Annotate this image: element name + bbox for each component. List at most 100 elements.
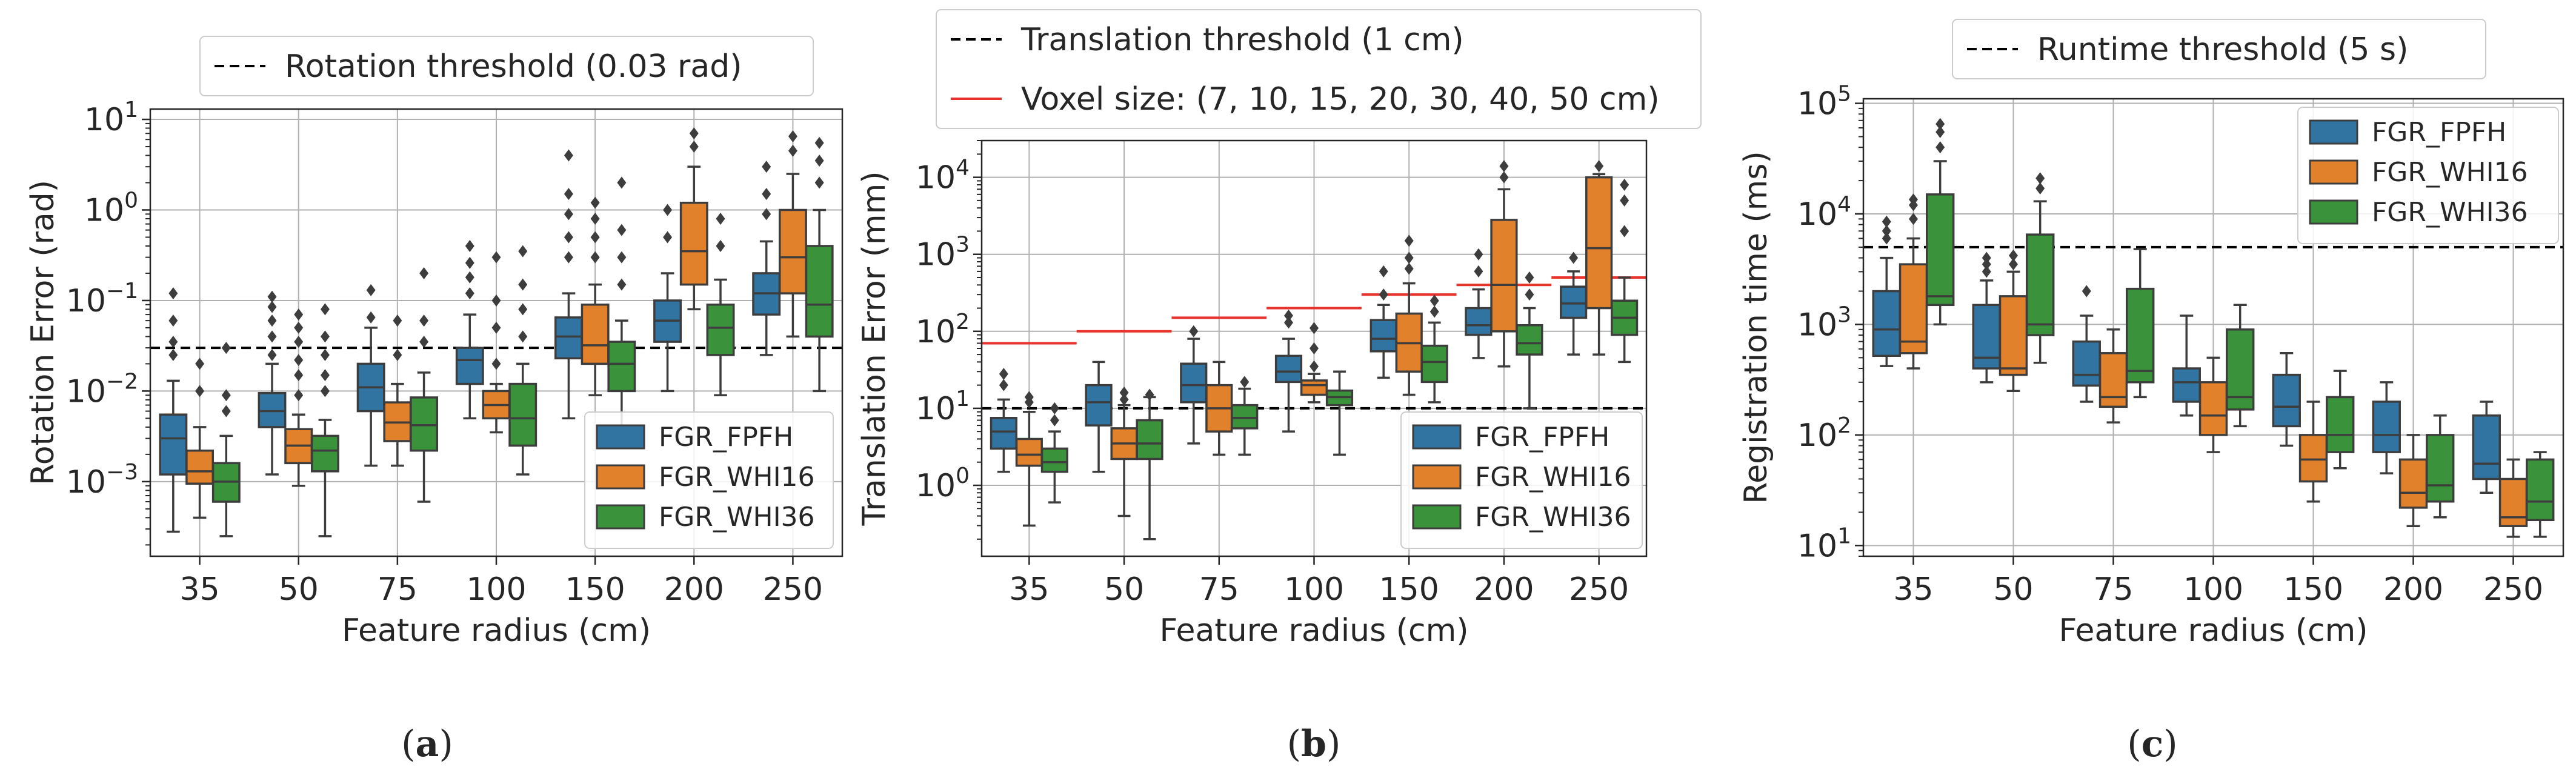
box-body	[1300, 379, 1328, 396]
x-tick-label: 35	[1893, 571, 1933, 608]
legend-swatch-FGR_WHI36	[1412, 504, 1462, 530]
x-tick-label: 75	[378, 571, 418, 608]
y-tick-label: 100	[84, 188, 138, 228]
legend-swatch-FGR_WHI36	[596, 504, 645, 530]
voxel-legend-label: Voxel size: (7, 10, 15, 20, 30, 40, 50 c…	[1021, 81, 1660, 118]
x-tick-labels: 35 50 75 100 150 200 250	[1893, 556, 2543, 608]
box-FGR_FPFH-200	[653, 204, 682, 393]
series-FGR_FPFH	[1872, 215, 2501, 494]
flier	[267, 314, 277, 327]
box-FGR_WHI36-75	[2126, 248, 2155, 399]
box-FGR_WHI16-200	[2398, 434, 2428, 527]
box-body	[805, 245, 834, 338]
series-FGR_WHI36	[1926, 118, 2555, 538]
threshold-legend-frame	[1952, 19, 2486, 79]
x-tick-label: 50	[1104, 571, 1144, 608]
flier	[294, 321, 304, 334]
flier	[491, 251, 501, 264]
flier	[1404, 251, 1414, 264]
minor-ticks	[1859, 107, 1863, 557]
x-tick-label: 50	[1993, 571, 2033, 608]
box-FGR_WHI16-75	[2098, 328, 2128, 424]
y-tick-label: 10−2	[66, 369, 138, 410]
y-tick-exp: 3	[1837, 302, 1851, 327]
box-FGR_WHI36-150	[1420, 294, 1448, 404]
flier	[1620, 194, 1629, 207]
flier	[267, 330, 277, 343]
x-axis-label: Feature radius (cm)	[342, 613, 651, 649]
box-FGR_FPFH-200	[2372, 381, 2401, 474]
x-tick-label: 100	[1284, 571, 1344, 608]
box-body	[581, 304, 610, 365]
y-tick-base: 10	[916, 314, 956, 350]
flier	[195, 385, 205, 397]
box-body	[1370, 319, 1397, 353]
flier	[814, 176, 824, 189]
series-legend: FGR_FPFH FGR_WHI16 FGR_WHI36	[1400, 411, 1643, 549]
flier	[1499, 160, 1509, 173]
flier	[663, 204, 673, 216]
box-FGR_WHI36-100	[1325, 370, 1354, 456]
box-FGR_FPFH-250	[752, 161, 781, 356]
x-tick-label: 150	[565, 571, 625, 608]
flier	[1310, 322, 1319, 334]
y-tick-base: 10	[66, 464, 106, 500]
box-body	[1560, 285, 1588, 319]
box-FGR_FPFH-50	[1085, 361, 1113, 473]
box-FGR_FPFH-150	[554, 149, 583, 420]
flier	[617, 278, 627, 291]
flier	[294, 336, 304, 348]
flier	[393, 314, 402, 327]
box-body	[2072, 340, 2101, 387]
box-body	[2472, 414, 2501, 480]
y-tick-exp: 4	[956, 156, 970, 181]
legend-swatch-FGR_WHI16	[1412, 464, 1462, 490]
flier	[294, 389, 304, 402]
panel-caption: (a)	[401, 723, 453, 765]
flier	[2009, 249, 2018, 262]
box-FGR_WHI16-150	[1395, 234, 1423, 396]
box-FGR_WHI36-35	[1926, 118, 1955, 326]
box-body	[2126, 287, 2155, 384]
box-FGR_FPFH-250	[1560, 251, 1588, 356]
flier	[716, 239, 725, 252]
legend-label-FGR_WHI16: FGR_WHI16	[659, 462, 815, 493]
flier	[564, 149, 573, 162]
y-tick-exp: 1	[124, 98, 138, 122]
flier	[1145, 388, 1154, 401]
minor-ticks	[977, 140, 982, 540]
flier	[419, 314, 429, 327]
caption-close-paren: )	[439, 723, 453, 765]
flier	[465, 239, 474, 252]
y-tick-label: 101	[84, 98, 138, 138]
y-tick-exp: 2	[1837, 413, 1851, 438]
flier	[1050, 414, 1059, 427]
flier	[1525, 288, 1534, 301]
flier	[1982, 258, 1991, 271]
threshold-legend-frame	[936, 9, 1702, 129]
box-FGR_WHI36-250	[2526, 451, 2555, 538]
box-FGR_WHI16-100	[482, 251, 511, 434]
y-tick-label: 10−1	[66, 279, 138, 319]
box-FGR_FPFH-75	[356, 284, 385, 467]
series-FGR_FPFH	[159, 149, 781, 533]
flier	[1404, 234, 1414, 247]
flier	[1379, 265, 1388, 278]
box-FGR_WHI36-35	[1040, 402, 1068, 504]
series-FGR_WHI36	[1040, 178, 1639, 540]
box-FGR_WHI36-250	[1611, 178, 1639, 364]
y-tick-label: 104	[916, 156, 970, 196]
flier	[590, 212, 600, 225]
flier	[366, 284, 376, 296]
box-FGR_FPFH-75	[2072, 285, 2101, 403]
y-tick-label: 100	[916, 464, 970, 504]
x-tick-label: 200	[664, 571, 724, 608]
flier	[1050, 402, 1059, 414]
y-tick-base: 10	[1797, 307, 1837, 343]
panel-caption: (c)	[2127, 723, 2177, 765]
flier	[491, 357, 501, 370]
flier	[267, 348, 277, 361]
